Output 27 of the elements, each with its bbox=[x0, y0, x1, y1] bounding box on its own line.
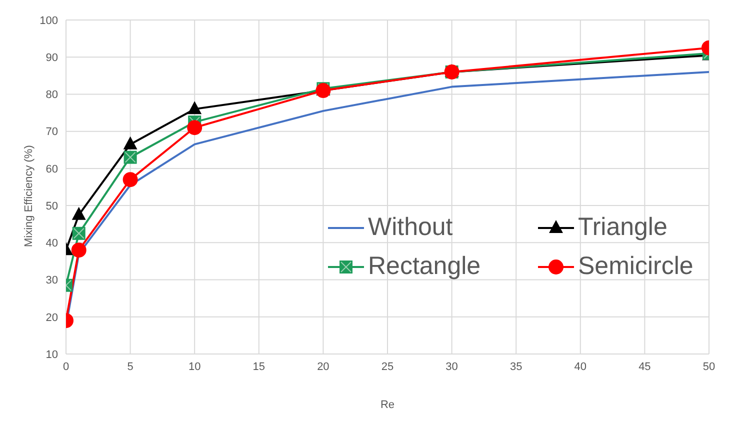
y-tick-label: 100 bbox=[40, 14, 58, 27]
y-tick-label: 70 bbox=[46, 126, 58, 138]
y-axis-title: Mixing Efficiency (%) bbox=[22, 145, 35, 247]
legend-label: Rectangle bbox=[368, 252, 481, 281]
y-tick-label: 10 bbox=[46, 348, 58, 361]
x-tick-label: 25 bbox=[381, 360, 394, 373]
x-tick-label: 0 bbox=[62, 360, 70, 373]
x-tick-label: 10 bbox=[188, 360, 201, 373]
x-tick-label: 30 bbox=[446, 360, 458, 373]
y-tick-label: 80 bbox=[46, 89, 58, 102]
y-tick-label: 20 bbox=[46, 312, 58, 324]
x-tick-label: 50 bbox=[702, 360, 716, 373]
x-tick-label: 5 bbox=[127, 360, 134, 373]
legend-label: Without bbox=[368, 213, 453, 242]
y-tick-label: 90 bbox=[46, 52, 58, 64]
x-tick-label: 40 bbox=[574, 360, 587, 373]
y-tick-label: 50 bbox=[46, 200, 58, 212]
y-tick-label: 30 bbox=[46, 274, 58, 287]
x-tick-label: 15 bbox=[252, 360, 266, 373]
x-tick-label: 20 bbox=[317, 360, 330, 373]
y-tick-label: 40 bbox=[46, 238, 58, 250]
legend-label: Triangle bbox=[578, 213, 668, 242]
x-tick-label: 45 bbox=[638, 360, 651, 373]
x-axis-title: Re bbox=[380, 399, 395, 411]
legend-label: Semicircle bbox=[578, 252, 694, 281]
y-tick-label: 60 bbox=[46, 163, 58, 176]
x-tick-label: 35 bbox=[510, 360, 522, 373]
